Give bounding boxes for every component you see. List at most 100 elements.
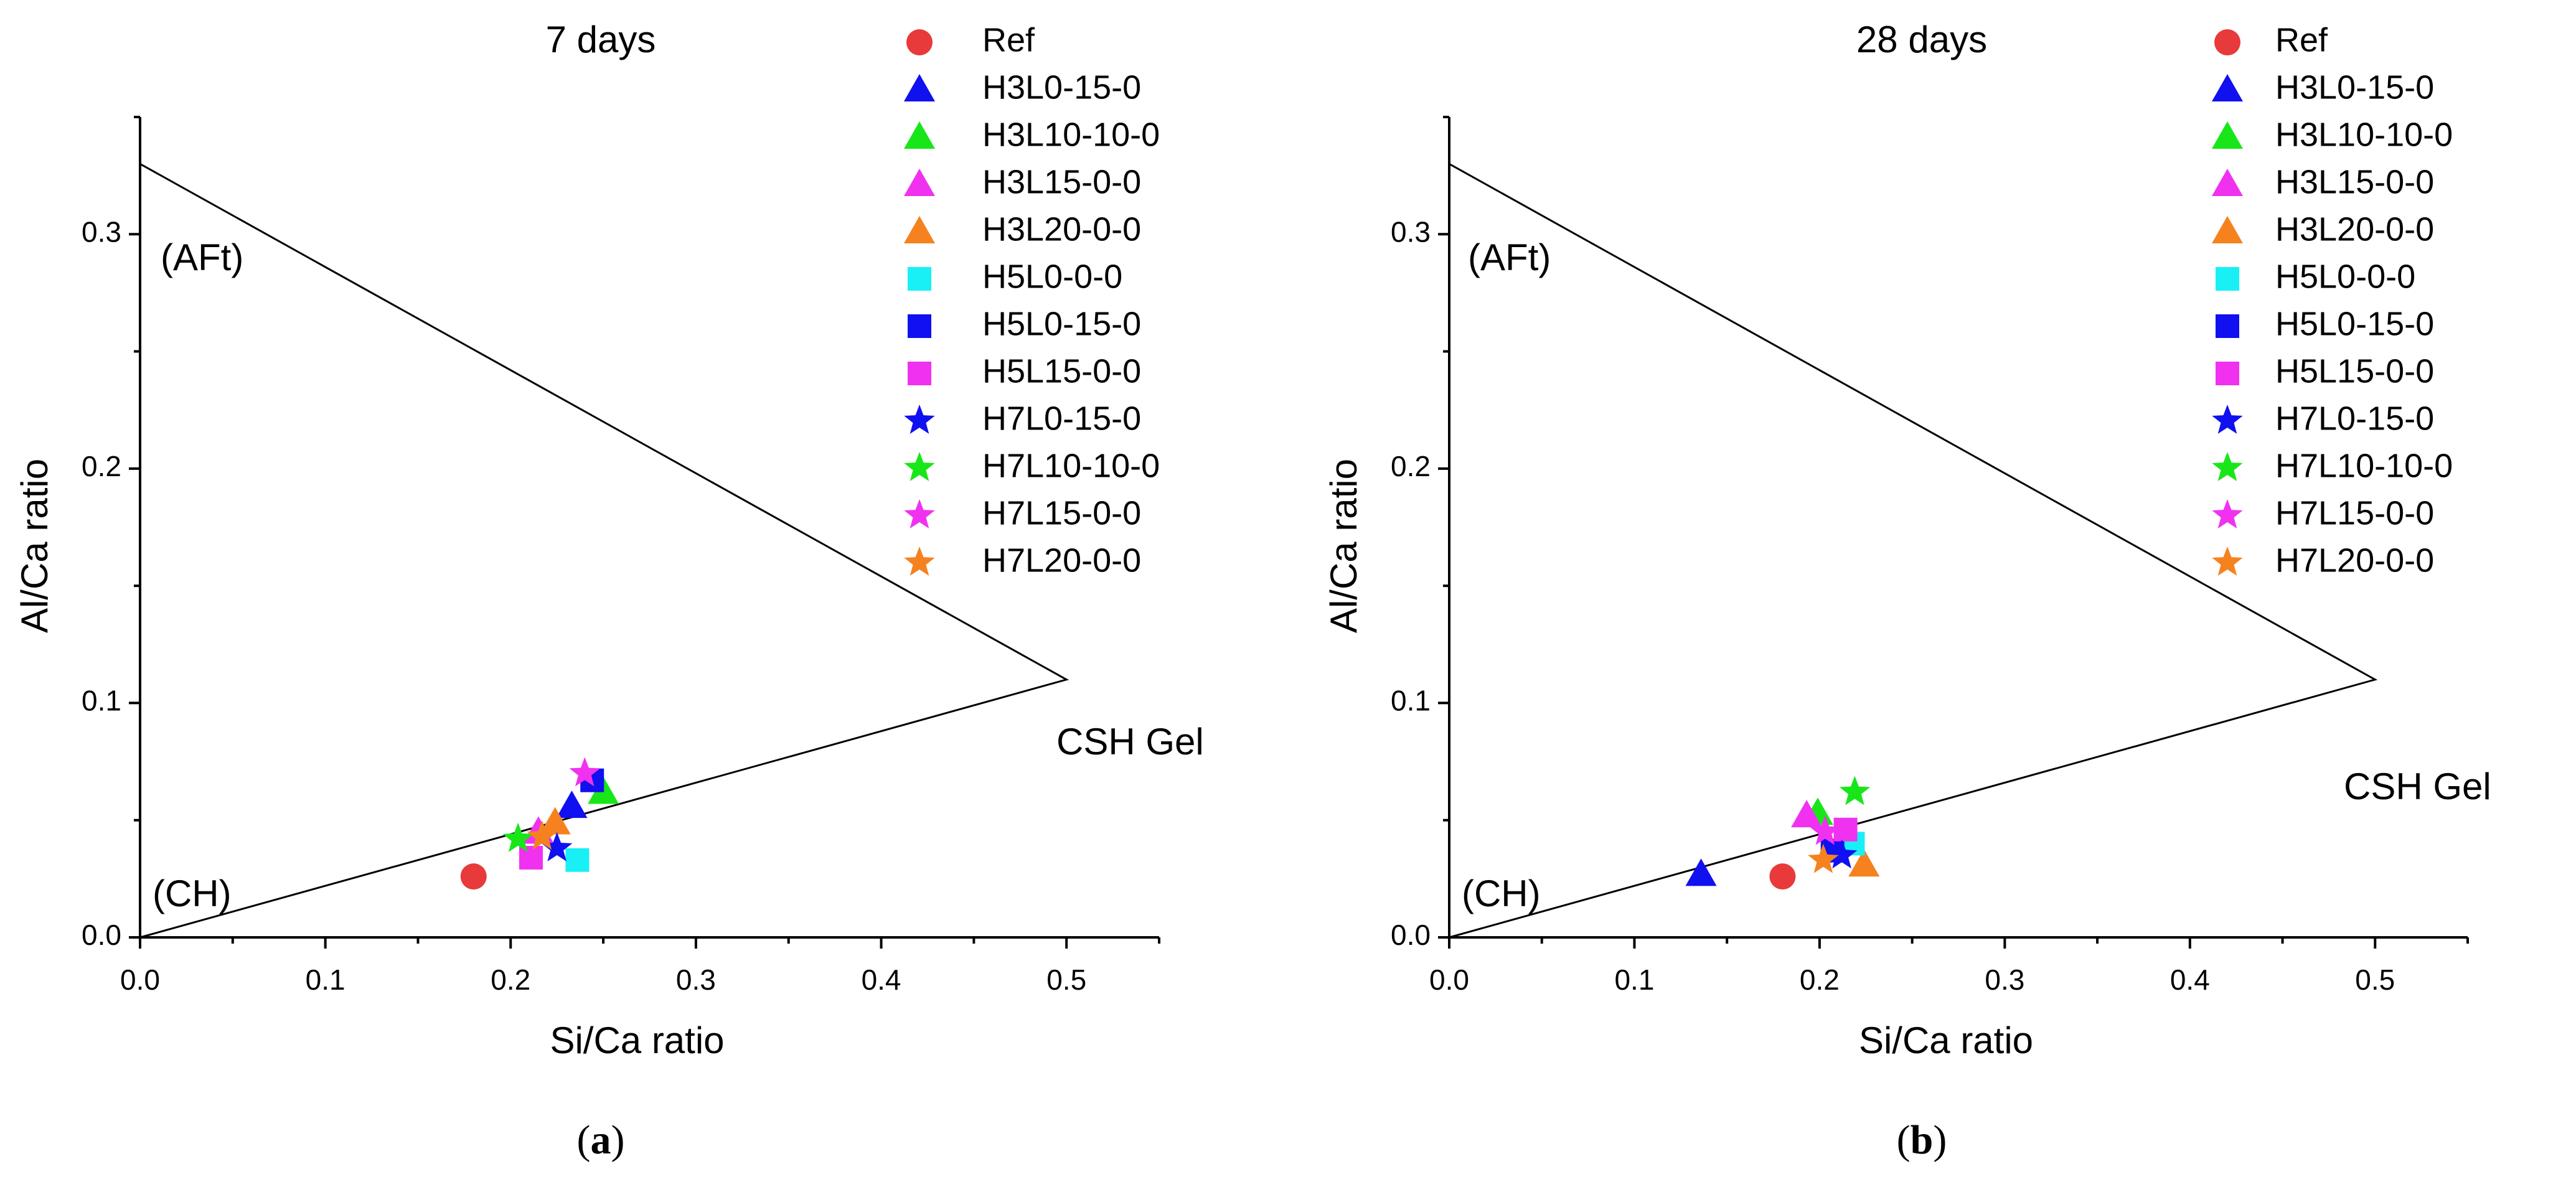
legend-label-h5l0-15-0: H5L0-15-0 (2275, 305, 2434, 342)
panel-a: 0.0 0.1 0.2 0.3 0.4 0.5 0.0 0.1 0.2 0.3 Si/Ca rati… (14, 19, 1204, 1163)
data-point-h7l0-15-0 (1826, 839, 1858, 869)
x-tick-label: 0.4 (862, 964, 901, 996)
x-tick-label: 0.3 (1985, 964, 2024, 996)
csh-gel-label: CSH Gel (1056, 721, 1204, 762)
legend-label-h7l20-0-0: H7L20-0-0 (2275, 542, 2434, 579)
legend-label-h5l0-15-0: H5L0-15-0 (982, 305, 1141, 342)
legend-marker-h3l10-10-0 (2212, 121, 2243, 149)
panel-caption: (a) (577, 1117, 625, 1163)
x-tick-label: 0.5 (2355, 964, 2395, 996)
phase-triangle (1448, 162, 2378, 939)
caption-open-paren: ( (1897, 1117, 1911, 1163)
legend-label-h7l15-0-0: H7L15-0-0 (982, 494, 1141, 532)
data-point-h7l20-0-0 (1808, 843, 1839, 873)
csh-gel-label: CSH Gel (2344, 766, 2491, 807)
legend-label-h7l0-15-0: H7L0-15-0 (982, 400, 1141, 437)
data-point-h5l15-0-0 (519, 845, 543, 870)
chart-title: 28 days (1856, 19, 1987, 60)
legend-label-h5l15-0-0: H5L15-0-0 (982, 352, 1141, 390)
legend-label-h3l0-15-0: H3L0-15-0 (982, 68, 1141, 106)
ch-label: (CH) (1462, 873, 1541, 914)
legend-marker-h3l0-15-0 (2212, 74, 2243, 101)
legend-marker-h3l20-0-0 (2212, 216, 2243, 243)
caption-letter: b (1911, 1117, 1934, 1163)
legend-marker-h3l20-0-0 (904, 216, 935, 243)
legend-marker-h3l15-0-0 (904, 169, 935, 196)
legend-marker-ref (2214, 29, 2240, 55)
y-tick-label: 0.3 (1391, 215, 1431, 248)
legend-marker-h7l0-15-0 (2212, 405, 2243, 434)
x-tick-label: 0.2 (1800, 964, 1840, 996)
legend-label-h7l15-0-0: H7L15-0-0 (2275, 494, 2434, 532)
data-point-h5l15-0-0 (1833, 817, 1858, 842)
data-point-h3l20-0-0 (1848, 849, 1880, 877)
data-point-h7l20-0-0 (527, 820, 558, 850)
panel-b: 0.0 0.1 0.2 0.3 0.4 0.5 0.0 0.1 0.2 0.3 Si/Ca rati… (1323, 19, 2491, 1163)
caption-close-paren: ) (611, 1117, 625, 1163)
legend-label-h7l20-0-0: H7L20-0-0 (982, 542, 1141, 579)
legend-marker-h7l10-10-0 (2212, 452, 2243, 481)
y-axis-title: Al/Ca ratio (14, 459, 55, 633)
data-point-ref (1769, 863, 1796, 890)
legend-marker-h3l0-15-0 (904, 74, 935, 101)
legend-marker-h7l0-15-0 (904, 405, 935, 434)
caption-open-paren: ( (577, 1117, 591, 1163)
chart-title: 7 days (546, 19, 656, 60)
legend-label-h5l0-0-0: H5L0-0-0 (982, 258, 1122, 295)
aft-label: (AFt) (161, 237, 243, 278)
legend-marker-h7l20-0-0 (904, 546, 935, 576)
legend-marker-h3l10-10-0 (904, 121, 935, 149)
legend-marker-h7l15-0-0 (904, 499, 935, 528)
legend-marker-h5l0-0-0 (908, 267, 931, 291)
y-tick-label: 0.0 (82, 919, 121, 951)
data-point-ref (460, 863, 487, 890)
legend-label-h3l15-0-0: H3L15-0-0 (2275, 163, 2434, 200)
y-axis-title: Al/Ca ratio (1323, 459, 1365, 633)
data-point-h5l0-0-0 (565, 848, 590, 872)
legend-label-h7l0-15-0: H7L0-15-0 (2275, 400, 2434, 437)
legend: Ref H3L0-15-0 H3L10-10-0 H3L15-0-0 H3L20-0-0… (2212, 21, 2453, 579)
caption-close-paren: ) (1933, 1117, 1947, 1163)
data-point-h7l15-0-0 (1810, 815, 1841, 845)
legend-marker-h5l0-15-0 (2216, 314, 2239, 338)
legend-label-h3l15-0-0: H3L15-0-0 (982, 163, 1141, 200)
x-tick-label: 0.5 (1046, 964, 1086, 996)
y-tick-label: 0.0 (1391, 919, 1431, 951)
x-tick-label: 0.0 (1429, 964, 1469, 996)
legend-label-h3l0-15-0: H3L0-15-0 (2275, 68, 2434, 106)
legend-marker-h7l20-0-0 (2212, 546, 2243, 576)
x-axis-title: Si/Ca ratio (550, 1020, 724, 1061)
legend-marker-h5l0-15-0 (908, 314, 931, 338)
y-tick-label: 0.1 (82, 685, 121, 717)
legend-label-h5l0-0-0: H5L0-0-0 (2275, 258, 2415, 295)
legend-marker-h7l15-0-0 (2212, 499, 2243, 528)
legend-label-ref: Ref (2275, 21, 2328, 59)
x-tick-label: 0.1 (1614, 964, 1654, 996)
x-axis-title: Si/Ca ratio (1859, 1020, 2033, 1061)
y-tick-label: 0.2 (1391, 450, 1431, 482)
ch-label: (CH) (153, 873, 232, 914)
caption-letter: a (591, 1117, 611, 1163)
aft-label: (AFt) (1468, 237, 1551, 278)
data-point-h3l0-15-0 (556, 790, 588, 818)
legend-label-h3l10-10-0: H3L10-10-0 (2275, 116, 2453, 153)
legend-marker-h5l15-0-0 (2216, 362, 2239, 385)
legend-label-h5l15-0-0: H5L15-0-0 (2275, 352, 2434, 390)
y-tick-label: 0.2 (82, 450, 121, 482)
legend-label-h7l10-10-0: H7L10-10-0 (982, 447, 1160, 484)
legend: Ref H3L0-15-0 H3L10-10-0 H3L15-0-0 H3L20-0-0… (904, 21, 1160, 579)
x-tick-label: 0.1 (306, 964, 346, 996)
phase-triangle (139, 162, 1069, 939)
x-tick-label: 0.4 (2170, 964, 2210, 996)
legend-marker-h5l0-0-0 (2216, 267, 2239, 291)
x-tick-label: 0.2 (491, 964, 530, 996)
panel-caption: (b) (1897, 1117, 1947, 1163)
legend-label-h7l10-10-0: H7L10-10-0 (2275, 447, 2453, 484)
legend-marker-ref (906, 29, 933, 55)
data-point-h7l10-10-0 (1839, 776, 1871, 805)
data-point-h7l10-10-0 (502, 822, 534, 852)
data-point-h7l15-0-0 (569, 757, 601, 787)
legend-label-h3l20-0-0: H3L20-0-0 (2275, 210, 2434, 248)
x-tick-label: 0.0 (120, 964, 160, 996)
